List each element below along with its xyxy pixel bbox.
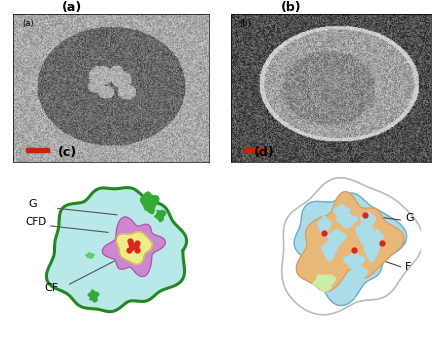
Polygon shape	[327, 230, 346, 246]
Polygon shape	[361, 212, 376, 229]
Text: (c): (c)	[58, 146, 77, 159]
Polygon shape	[317, 216, 331, 235]
Polygon shape	[343, 253, 365, 269]
Bar	[244, 148, 266, 152]
Text: CFD: CFD	[25, 217, 46, 227]
Polygon shape	[337, 213, 358, 228]
Polygon shape	[356, 220, 373, 245]
Polygon shape	[47, 188, 186, 312]
Polygon shape	[296, 192, 404, 291]
Text: (d): (d)	[254, 146, 274, 159]
Text: G: G	[405, 213, 414, 223]
Text: F: F	[405, 262, 412, 272]
Polygon shape	[86, 253, 94, 258]
Polygon shape	[88, 290, 99, 302]
Polygon shape	[364, 239, 380, 262]
Polygon shape	[116, 232, 152, 264]
Polygon shape	[351, 266, 368, 281]
Polygon shape	[333, 205, 350, 218]
Polygon shape	[313, 275, 335, 292]
Text: (b): (b)	[281, 1, 301, 14]
Bar	[26, 148, 49, 152]
Text: CF: CF	[44, 283, 58, 293]
Polygon shape	[155, 211, 166, 222]
Text: (a): (a)	[22, 19, 34, 27]
Polygon shape	[141, 192, 159, 214]
Polygon shape	[103, 217, 165, 276]
Polygon shape	[371, 230, 383, 246]
Text: (b): (b)	[240, 19, 251, 27]
Text: G: G	[28, 199, 37, 209]
Polygon shape	[294, 193, 407, 306]
Text: (a): (a)	[62, 1, 83, 14]
Polygon shape	[322, 240, 337, 261]
